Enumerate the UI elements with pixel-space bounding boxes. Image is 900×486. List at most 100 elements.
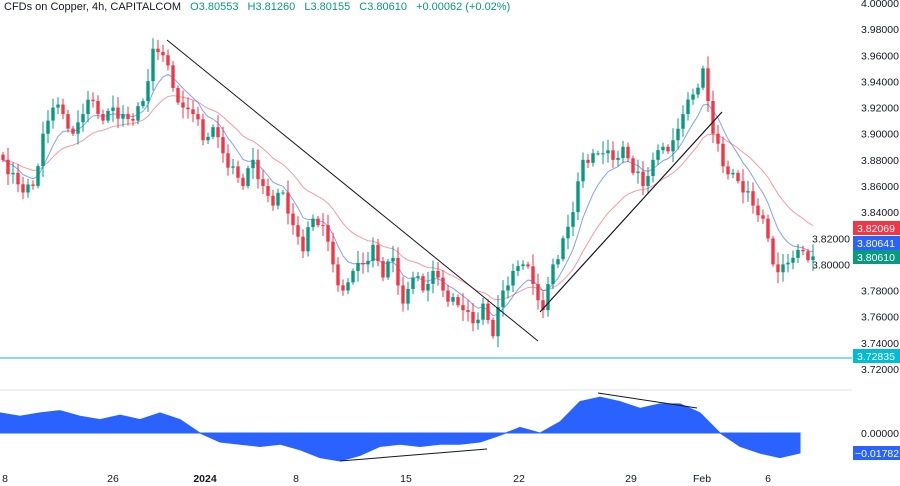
candle-body	[486, 303, 490, 320]
candle-body	[666, 146, 670, 152]
candle-body	[381, 261, 385, 278]
close-value: C3.80610	[359, 1, 407, 13]
oscillator-area	[0, 396, 801, 462]
candle-body	[66, 114, 70, 129]
candle-body	[361, 262, 365, 265]
candle-body	[46, 120, 50, 134]
candle-body	[601, 153, 605, 155]
candle-body	[526, 264, 530, 267]
candle-body	[806, 251, 810, 261]
candle-body	[436, 270, 440, 278]
price-axis-tick: 3.82000	[812, 233, 850, 245]
candle-body	[266, 185, 270, 196]
price-tag-support: 3.72835	[857, 351, 895, 363]
candle-body	[681, 114, 685, 129]
candle-body	[446, 290, 450, 302]
candle-body	[761, 215, 765, 219]
candle-body	[466, 310, 470, 312]
candle-body	[326, 225, 330, 242]
candle-body	[346, 282, 350, 291]
candle-body	[676, 128, 680, 141]
candle-body	[321, 225, 325, 227]
candle-body	[641, 171, 645, 186]
candle-body	[551, 264, 555, 285]
price-axis-tick: 3.78000	[861, 286, 899, 298]
price-axis-tick: 3.84000	[861, 207, 899, 219]
open-value: O3.80553	[190, 1, 239, 13]
candle-body	[426, 283, 430, 291]
candle-body	[391, 257, 395, 262]
candle-body	[461, 305, 465, 311]
candle-body	[661, 146, 665, 151]
candle-body	[51, 107, 55, 121]
candle-body	[671, 140, 675, 152]
time-axis-tick: 26	[107, 473, 119, 485]
candle-body	[136, 106, 140, 121]
candle-body	[116, 107, 120, 119]
candle-body	[201, 119, 205, 141]
candle-body	[506, 285, 510, 291]
candle-body	[56, 104, 60, 108]
candle-body	[731, 172, 735, 175]
candle-body	[41, 133, 45, 167]
candle-body	[456, 297, 460, 306]
time-axis-tick: 8	[2, 473, 8, 485]
candle-body	[281, 192, 285, 194]
candle-body	[586, 159, 590, 163]
candle-body	[271, 195, 275, 206]
candle-body	[241, 177, 245, 186]
candle-body	[481, 303, 485, 320]
candle-body	[751, 191, 755, 206]
candle-body	[161, 52, 165, 56]
candle-body	[796, 249, 800, 258]
change-value: +0.00062 (+0.02%)	[416, 1, 511, 13]
candle-body	[236, 166, 240, 178]
candle-body	[206, 136, 210, 141]
candle-body	[71, 128, 75, 134]
candle-body	[476, 319, 480, 324]
candle-body	[181, 102, 185, 108]
candle-body	[256, 159, 260, 180]
time-axis-tick: 2024	[193, 473, 217, 485]
candle-body	[316, 218, 320, 226]
candle-body	[631, 158, 635, 173]
downtrend-line	[166, 39, 539, 342]
candle-body	[626, 146, 630, 159]
candle-body	[756, 205, 760, 216]
candle-body	[356, 262, 360, 271]
oscillator-zero-tick: 0.00000	[861, 428, 899, 440]
candle-body	[11, 172, 15, 175]
candle-body	[371, 244, 375, 261]
candle-body	[286, 192, 290, 214]
candle-body	[781, 264, 785, 273]
candle-body	[416, 276, 420, 278]
candle-body	[26, 184, 30, 193]
candle-body	[211, 127, 215, 137]
candle-body	[6, 159, 10, 175]
candle-body	[121, 114, 125, 119]
candle-body	[741, 181, 745, 193]
price-axis-tick: 3.94000	[861, 76, 899, 88]
candle-body	[606, 150, 610, 154]
price-axis-tick: 3.90000	[861, 129, 899, 141]
low-value: L3.80155	[304, 1, 351, 13]
candle-body	[546, 284, 550, 311]
candle-body	[96, 101, 100, 114]
candle-body	[531, 266, 535, 285]
candle-body	[766, 218, 770, 239]
time-axis-tick: Feb	[693, 473, 711, 485]
time-axis-tick: 6	[765, 473, 771, 485]
fast-ma-line	[2, 73, 814, 317]
price-axis-tick: 3.76000	[861, 312, 899, 324]
candle-body	[536, 284, 540, 301]
candle-body	[336, 264, 340, 286]
candle-body	[726, 166, 730, 175]
candle-body	[651, 159, 655, 177]
candle-body	[451, 297, 455, 302]
candle-body	[246, 168, 250, 186]
candle-body	[496, 307, 500, 337]
candle-body	[251, 159, 255, 169]
candle-body	[561, 238, 565, 260]
candle-body	[276, 192, 280, 206]
